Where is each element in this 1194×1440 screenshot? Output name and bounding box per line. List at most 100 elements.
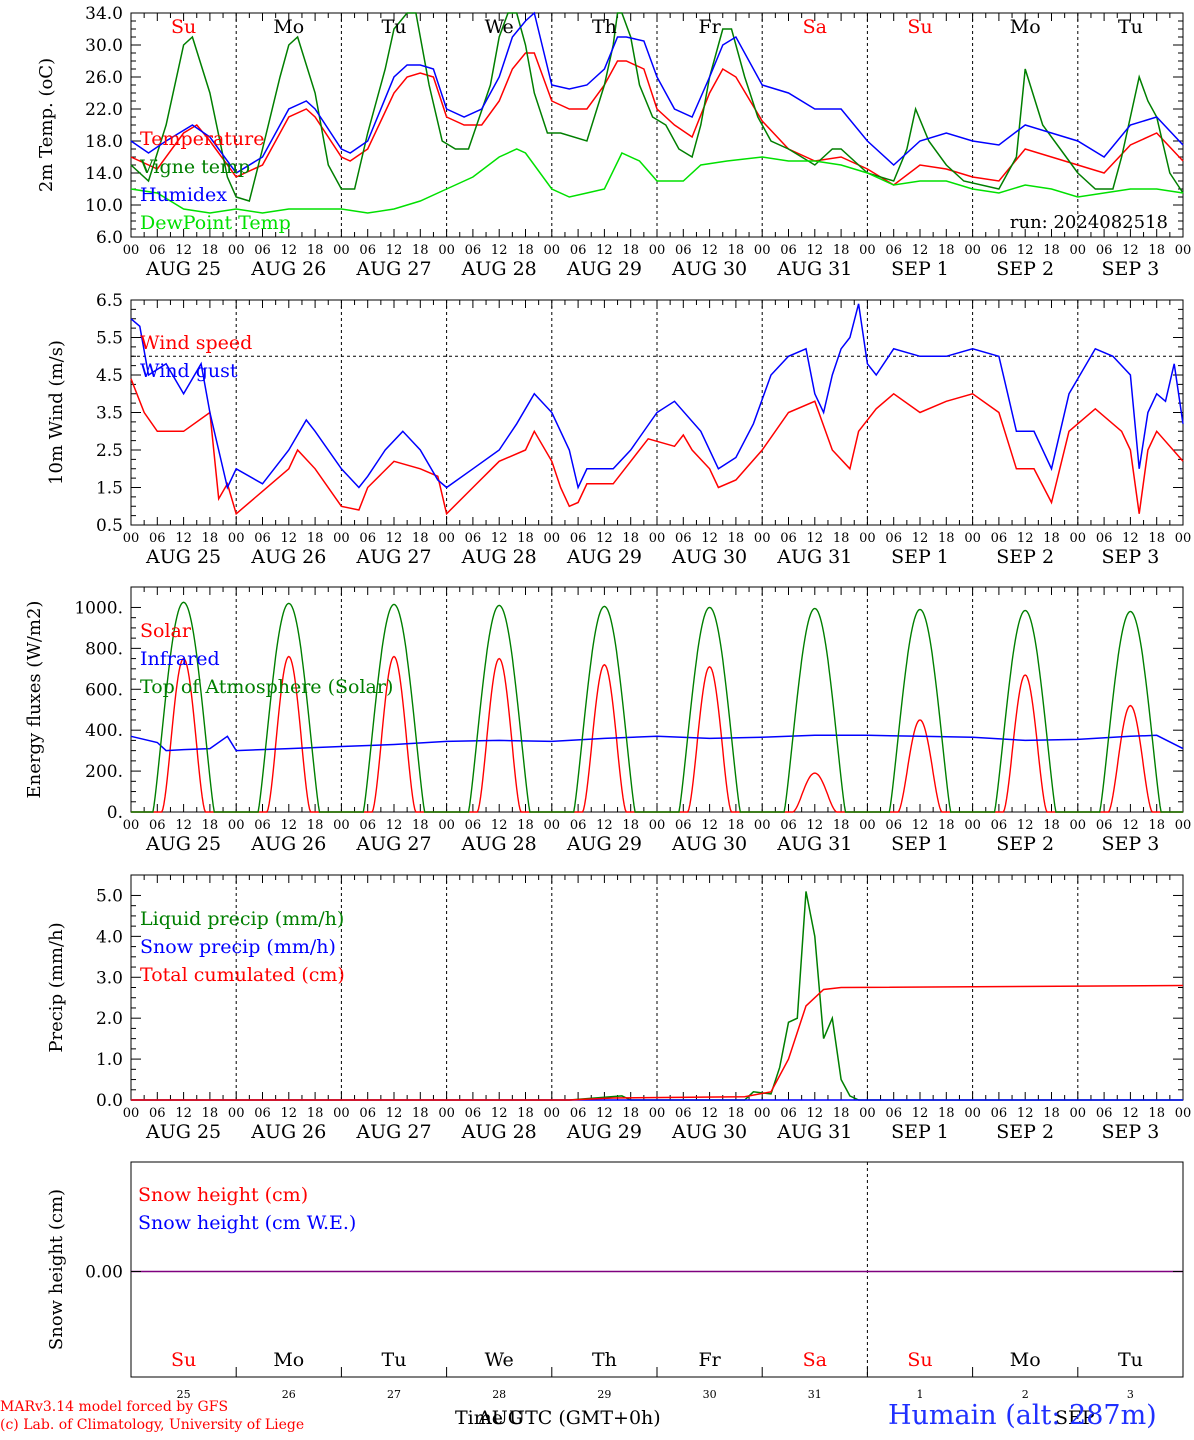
series-red-day [1077, 704, 1183, 813]
hour-tick-label: 12 [386, 243, 403, 258]
date-label: SEP 3 [1101, 833, 1159, 855]
hour-tick-label: 18 [622, 243, 639, 258]
day-number-label: 2 [1022, 1388, 1029, 1401]
hour-tick-label: 12 [175, 243, 192, 258]
y-tick-label: 4.5 [96, 366, 123, 386]
day-number-label: 3 [1127, 1388, 1134, 1401]
hour-tick-label: 00 [438, 1106, 455, 1121]
panel-2: 00 06 12 18 00 06 12 18 00 06 12 18 00 06 12 18 00 06 12 18… [46, 291, 1191, 568]
hour-tick-label: 00 [544, 531, 561, 546]
hour-tick-label: 06 [991, 1106, 1008, 1121]
series-green [130, 12, 1184, 202]
hour-tick-label: 18 [202, 243, 219, 258]
hour-tick-label: 06 [570, 243, 587, 258]
day-number-label: 30 [703, 1388, 717, 1401]
series-blue [130, 303, 1184, 490]
day-of-week-label: Mo [1010, 16, 1041, 38]
hour-tick-label: 06 [359, 531, 376, 546]
y-axis-label: Precip (mm/h) [46, 922, 67, 1052]
hour-tick-label: 18 [728, 1106, 745, 1121]
y-tick-label: 0. [107, 803, 123, 823]
hour-tick-label: 12 [596, 1106, 613, 1121]
y-tick-label: 3.5 [96, 404, 123, 424]
hour-tick-label: 00 [649, 818, 666, 833]
series-red-day [236, 655, 342, 813]
hour-tick-label: 00 [333, 531, 350, 546]
hour-tick-label: 00 [754, 243, 771, 258]
hour-tick-label: 06 [991, 818, 1008, 833]
run-label: run: 2024082518 [1010, 212, 1168, 233]
hour-tick-label: 00 [1175, 243, 1192, 258]
hour-tick-label: 06 [465, 243, 482, 258]
hour-tick-label: 18 [412, 818, 429, 833]
hour-tick-label: 00 [1070, 818, 1087, 833]
hour-tick-label: 18 [517, 1106, 534, 1121]
hour-tick-label: 00 [1175, 531, 1192, 546]
hour-tick-label: 00 [123, 531, 140, 546]
y-tick-label: 3.0 [96, 968, 123, 988]
lab-credit: (c) Lab. of Climatology, University of L… [0, 1417, 305, 1433]
hour-tick-label: 06 [359, 1106, 376, 1121]
y-tick-label: 6.0 [96, 228, 123, 248]
day-of-week-label: We [485, 16, 514, 38]
hour-tick-label: 00 [859, 531, 876, 546]
hour-tick-label: 06 [1096, 1106, 1113, 1121]
panel-3: 00 06 12 18 00 06 12 18 00 06 12 18 00 06 12 18 00 06 12 18… [24, 586, 1191, 855]
hour-tick-label: 00 [544, 818, 561, 833]
hour-tick-label: 06 [465, 1106, 482, 1121]
hour-tick-label: 18 [833, 818, 850, 833]
y-tick-label: 1.0 [96, 1050, 123, 1070]
legend-green: Vigne temp [139, 156, 250, 178]
y-tick-label: 4.0 [96, 927, 123, 947]
date-label: AUG 30 [671, 1121, 747, 1143]
hour-tick-label: 12 [491, 243, 508, 258]
date-label: AUG 27 [355, 258, 431, 280]
date-label: AUG 29 [566, 258, 642, 280]
hour-tick-label: 00 [754, 818, 771, 833]
date-label: SEP 3 [1101, 1121, 1159, 1143]
date-label: SEP 1 [891, 833, 949, 855]
y-tick-label: 30.0 [85, 36, 123, 56]
hour-tick-label: 06 [991, 243, 1008, 258]
hour-tick-label: 18 [622, 1106, 639, 1121]
y-tick-label: 1.5 [96, 479, 123, 499]
hour-tick-label: 18 [938, 243, 955, 258]
hour-tick-label: 18 [1148, 1106, 1165, 1121]
day-of-week-label: Su [907, 1349, 932, 1371]
legend-green: Top of Atmosphere (Solar) [140, 676, 393, 698]
hour-tick-label: 12 [912, 531, 929, 546]
hour-tick-label: 06 [570, 818, 587, 833]
day-number-label: 31 [808, 1388, 822, 1401]
day-of-week-label: Tu [382, 16, 407, 38]
hour-tick-label: 12 [807, 818, 824, 833]
hour-tick-label: 18 [307, 818, 324, 833]
hour-tick-label: 00 [964, 818, 981, 833]
hour-tick-label: 18 [307, 243, 324, 258]
hour-tick-label: 18 [1043, 243, 1060, 258]
day-number-label: 1 [917, 1388, 924, 1401]
hour-tick-label: 12 [701, 531, 718, 546]
date-label: AUG 31 [776, 546, 852, 568]
date-label: SEP 1 [891, 1121, 949, 1143]
hour-tick-label: 12 [701, 1106, 718, 1121]
hour-tick-label: 00 [333, 1106, 350, 1121]
hour-tick-label: 00 [964, 531, 981, 546]
hour-tick-label: 18 [202, 818, 219, 833]
y-tick-label: 26.0 [85, 68, 123, 88]
y-tick-label: 1000. [74, 598, 123, 618]
hour-tick-label: 18 [833, 531, 850, 546]
hour-tick-label: 00 [438, 818, 455, 833]
hour-tick-label: 00 [859, 1106, 876, 1121]
day-number-label: 26 [282, 1388, 296, 1401]
hour-tick-label: 06 [465, 818, 482, 833]
series-red-day [551, 663, 657, 813]
hour-tick-label: 18 [412, 531, 429, 546]
panel-5: Snow height (cm) 0.00 Snow height (cm) Snow… [46, 1161, 1184, 1401]
hour-tick-label: 12 [912, 243, 929, 258]
hour-tick-label: 12 [596, 243, 613, 258]
hour-tick-label: 18 [517, 531, 534, 546]
hour-tick-label: 06 [675, 818, 692, 833]
hour-tick-label: 06 [780, 818, 797, 833]
hour-tick-label: 06 [570, 531, 587, 546]
y-tick-label: 0.5 [96, 516, 123, 536]
